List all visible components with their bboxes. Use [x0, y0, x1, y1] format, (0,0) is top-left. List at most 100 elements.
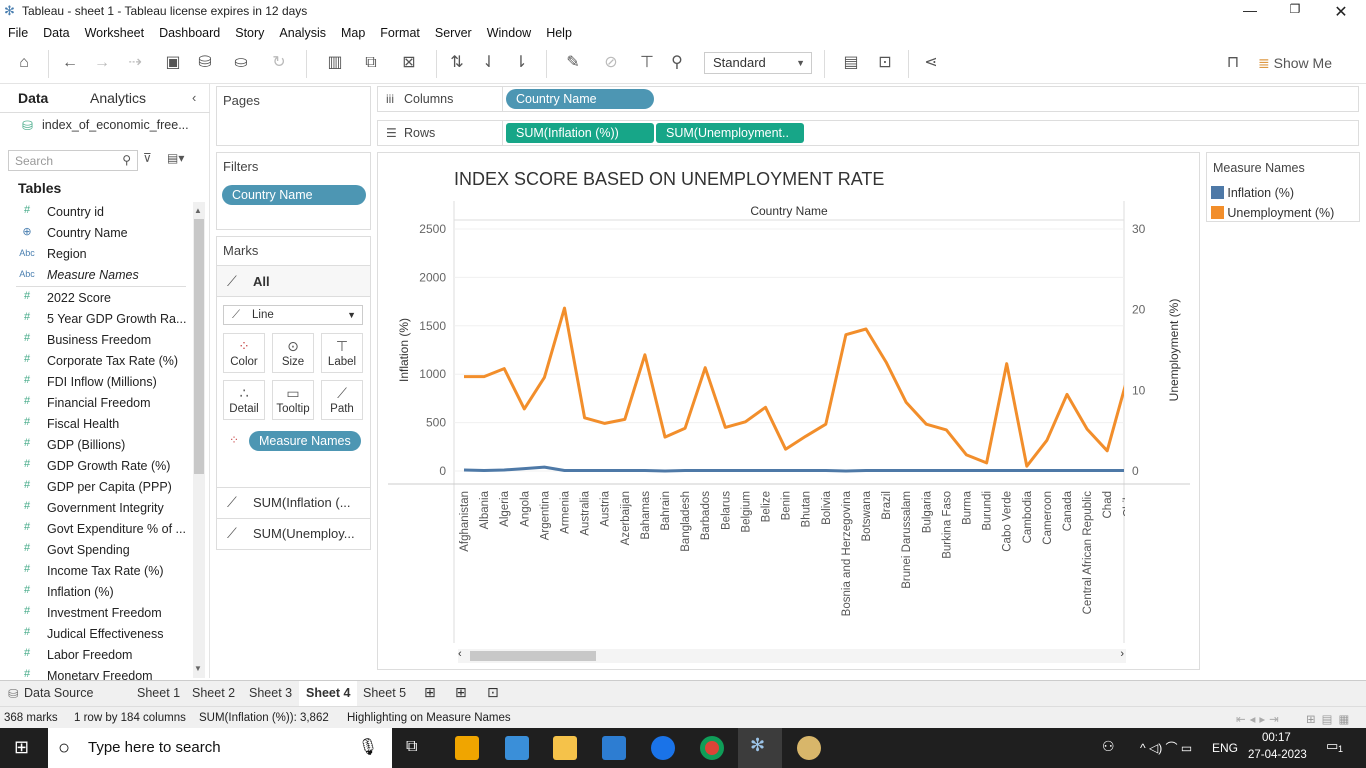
new-story-tab-icon[interactable]: ⊡: [487, 684, 499, 700]
clock-date[interactable]: 27-04-2023: [1248, 749, 1307, 761]
menu-window[interactable]: Window: [486, 26, 532, 40]
field-item[interactable]: # GDP Growth Rate (%): [16, 456, 186, 477]
field-item[interactable]: # Country id: [16, 202, 186, 223]
field-item[interactable]: # Fiscal Health: [16, 414, 186, 435]
horizontal-scrollbar[interactable]: ‹ ›: [458, 648, 1126, 663]
tooltip-button[interactable]: ▭ Tooltip: [272, 380, 314, 420]
show-cards-icon[interactable]: ▤: [843, 54, 859, 71]
new-worksheet-icon[interactable]: ▥: [327, 54, 343, 71]
scroll-left-icon[interactable]: ‹: [458, 648, 462, 660]
field-item[interactable]: # Judical Effectiveness: [16, 624, 186, 645]
field-item[interactable]: # Labor Freedom: [16, 645, 186, 666]
close-button[interactable]: ✕: [1334, 4, 1348, 21]
menu-map[interactable]: Map: [340, 26, 366, 40]
share-icon[interactable]: ⋖: [924, 54, 938, 71]
view-size-select[interactable]: Standard ▼: [704, 52, 812, 74]
legend-item-unemployment[interactable]: Unemployment (%): [1211, 205, 1334, 220]
field-item[interactable]: Abc Measure Names: [16, 265, 186, 286]
label-button[interactable]: ⊤ Label: [321, 333, 363, 373]
new-worksheet-tab-icon[interactable]: ⊞: [424, 684, 436, 700]
swap-rows-columns-icon[interactable]: ⇅: [450, 54, 464, 71]
file-explorer-icon[interactable]: [553, 736, 577, 760]
field-item[interactable]: # Govt Spending: [16, 540, 186, 561]
menu-story[interactable]: Story: [235, 26, 265, 40]
sort-ascending-icon[interactable]: ⇃: [482, 54, 496, 71]
filter-icon[interactable]: ⊽: [143, 151, 152, 165]
new-datasource-icon[interactable]: ⛁: [198, 54, 212, 71]
scroll-right-icon[interactable]: ›: [1120, 648, 1124, 660]
tab-sheet-5[interactable]: Sheet 5: [363, 686, 407, 700]
menu-dashboard[interactable]: Dashboard: [159, 26, 221, 40]
windows-start-icon[interactable]: ⊞: [14, 737, 30, 757]
presentation-mode-icon[interactable]: ⊡: [878, 54, 892, 71]
paint-app-icon[interactable]: [797, 736, 821, 760]
people-icon[interactable]: ⚇: [1102, 738, 1115, 754]
menu-data[interactable]: Data: [43, 26, 70, 40]
field-item[interactable]: # Corporate Tax Rate (%): [16, 351, 186, 372]
refresh-icon[interactable]: ↻: [272, 54, 286, 71]
field-item[interactable]: # Government Integrity: [16, 498, 186, 519]
scroll-up-icon[interactable]: ▲: [194, 206, 202, 215]
measure-names-pill[interactable]: Measure Names: [249, 431, 361, 451]
field-item[interactable]: # GDP (Billions): [16, 435, 186, 456]
duplicate-sheet-icon[interactable]: ⧉: [365, 54, 377, 71]
tableau-taskbar-button[interactable]: ✻: [738, 728, 782, 768]
tab-sheet-2[interactable]: Sheet 2: [192, 686, 236, 700]
view-options-icon[interactable]: ▤▾: [167, 151, 185, 165]
mark-type-select[interactable]: ⟋ Line ▼: [223, 305, 363, 325]
field-search-input[interactable]: Search ⚲: [8, 150, 138, 171]
marks-unemployment-tab[interactable]: ⟋ SUM(Unemploy...: [217, 518, 370, 548]
detail-button[interactable]: ∴ Detail: [223, 380, 265, 420]
menu-format[interactable]: Format: [380, 26, 420, 40]
path-button[interactable]: ⟋ Path: [321, 380, 363, 420]
tab-sheet-4[interactable]: Sheet 4: [299, 681, 358, 707]
save-icon[interactable]: ▣: [165, 54, 181, 71]
marks-all-tab[interactable]: ⟋ All: [217, 265, 370, 297]
field-item[interactable]: # Govt Expenditure % of ...: [16, 519, 186, 540]
field-item[interactable]: ⊕ Country Name: [16, 223, 186, 244]
menu-server[interactable]: Server: [434, 26, 472, 40]
replay-icon[interactable]: ⇢: [128, 54, 142, 71]
tab-sheet-3[interactable]: Sheet 3: [249, 686, 293, 700]
show-me-button[interactable]: ≣ Show Me: [1258, 52, 1358, 74]
clear-sheet-icon[interactable]: ⊠: [402, 54, 416, 71]
mail-icon[interactable]: [602, 736, 626, 760]
taskbar-search-input[interactable]: ○ Type here to search 🎙: [48, 728, 392, 768]
new-dashboard-tab-icon[interactable]: ⊞: [455, 684, 467, 700]
marks-inflation-tab[interactable]: ⟋ SUM(Inflation (...: [217, 487, 370, 517]
field-item[interactable]: #2022 Score: [16, 288, 186, 309]
field-item[interactable]: # Monetary Freedom: [16, 666, 186, 687]
tab-analytics[interactable]: Analytics: [90, 90, 147, 106]
menu-worksheet[interactable]: Worksheet: [84, 26, 145, 40]
filters-card[interactable]: Filters Country Name: [216, 152, 371, 230]
sheet-view-icons[interactable]: ⊞▤▦: [1306, 714, 1356, 726]
menu-help[interactable]: Help: [546, 26, 572, 40]
rows-shelf[interactable]: ☰ Rows SUM(Inflation (%)) SUM(Unemployme…: [377, 120, 1359, 146]
field-item[interactable]: # Inflation (%): [16, 582, 186, 603]
scroll-down-icon[interactable]: ▼: [194, 664, 202, 673]
store-icon[interactable]: [455, 736, 479, 760]
field-item[interactable]: # Financial Freedom: [16, 393, 186, 414]
undo-icon[interactable]: ←: [62, 54, 78, 71]
field-item[interactable]: # Investment Freedom: [16, 603, 186, 624]
highlight-icon[interactable]: ✎: [566, 54, 580, 71]
menu-analysis[interactable]: Analysis: [279, 26, 326, 40]
pages-card[interactable]: Pages: [216, 86, 371, 146]
field-item[interactable]: #5 Year GDP Growth Ra...: [16, 309, 187, 330]
datasource-name[interactable]: index_of_economic_free...: [42, 118, 189, 132]
show-labels-icon[interactable]: ⊤: [640, 54, 654, 71]
chrome-icon[interactable]: [700, 736, 724, 760]
sort-descending-icon[interactable]: ⇂: [514, 54, 528, 71]
columns-shelf[interactable]: iii Columns Country Name: [377, 86, 1359, 112]
home-icon[interactable]: ⌂: [19, 54, 29, 71]
scrollbar-thumb[interactable]: [194, 219, 204, 474]
rows-pill-inflation[interactable]: SUM(Inflation (%)): [506, 123, 654, 143]
microphone-icon[interactable]: 🎙: [357, 739, 378, 756]
computer-icon[interactable]: [505, 736, 529, 760]
columns-pill-country-name[interactable]: Country Name: [506, 89, 654, 109]
field-item[interactable]: Abc Region: [16, 244, 186, 265]
restore-button[interactable]: ❐: [1289, 2, 1301, 16]
redo-icon[interactable]: →: [94, 54, 110, 71]
clock-time[interactable]: 00:17: [1262, 732, 1291, 744]
paint-icon[interactable]: ⊓: [1226, 54, 1240, 71]
